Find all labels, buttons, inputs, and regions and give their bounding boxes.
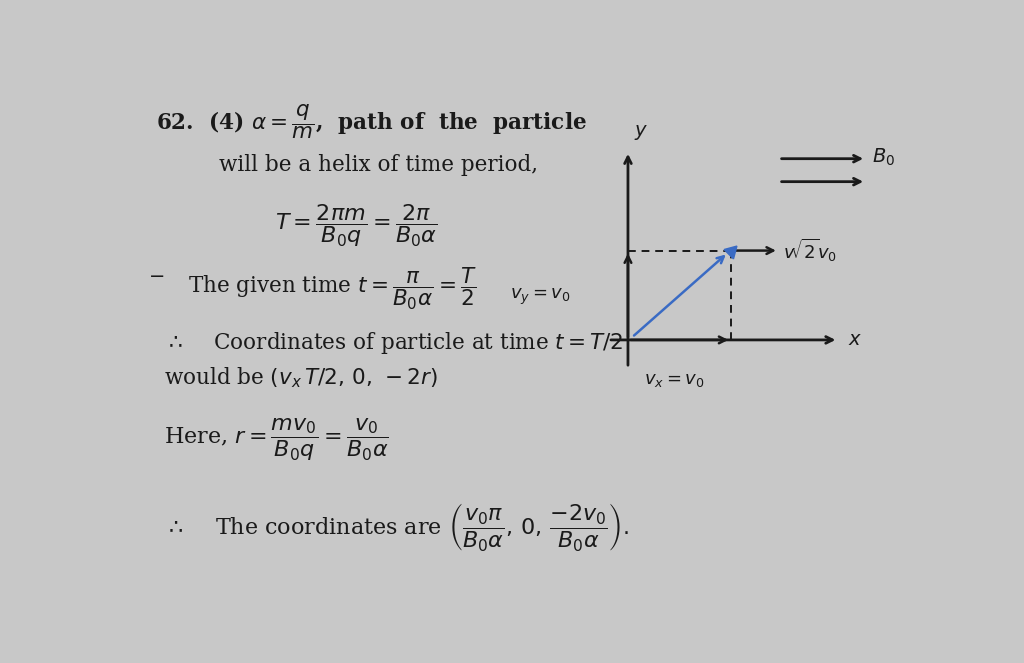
Text: $y$: $y$ xyxy=(634,123,648,142)
Text: $v_y = v_0$: $v_y = v_0$ xyxy=(510,286,570,306)
Text: The given time $t = \dfrac{\pi}{B_0\alpha} = \dfrac{T}{2}$: The given time $t = \dfrac{\pi}{B_0\alph… xyxy=(187,266,476,312)
Text: $v_x = v_0$: $v_x = v_0$ xyxy=(644,371,705,389)
Text: 62.  (4) $\alpha = \dfrac{q}{m}$,  path of  the  particle: 62. (4) $\alpha = \dfrac{q}{m}$, path of… xyxy=(156,103,587,141)
Text: $T = \dfrac{2\pi m}{B_0 q} = \dfrac{2\pi}{B_0\alpha}$: $T = \dfrac{2\pi m}{B_0 q} = \dfrac{2\pi… xyxy=(274,202,437,249)
Text: Here, $r = \dfrac{mv_0}{B_0 q} = \dfrac{v_0}{B_0\alpha}$: Here, $r = \dfrac{mv_0}{B_0 q} = \dfrac{… xyxy=(164,416,388,463)
Text: $v\!\sqrt{2}v_0$: $v\!\sqrt{2}v_0$ xyxy=(782,237,837,264)
Text: will be a helix of time period,: will be a helix of time period, xyxy=(219,154,539,176)
Text: $x$: $x$ xyxy=(848,331,862,349)
Text: $\therefore$    The coordinates are $\left(\dfrac{v_0\pi}{B_0\alpha},\, 0,\, \df: $\therefore$ The coordinates are $\left(… xyxy=(164,501,629,553)
Text: $-$: $-$ xyxy=(147,266,164,284)
Text: would be $(v_x\, T/2,\, 0,\, -2r)$: would be $(v_x\, T/2,\, 0,\, -2r)$ xyxy=(164,365,437,390)
Text: $\therefore$    Coordinates of particle at time $t = T/2$: $\therefore$ Coordinates of particle at … xyxy=(164,330,623,356)
Text: $B_0$: $B_0$ xyxy=(872,147,896,168)
